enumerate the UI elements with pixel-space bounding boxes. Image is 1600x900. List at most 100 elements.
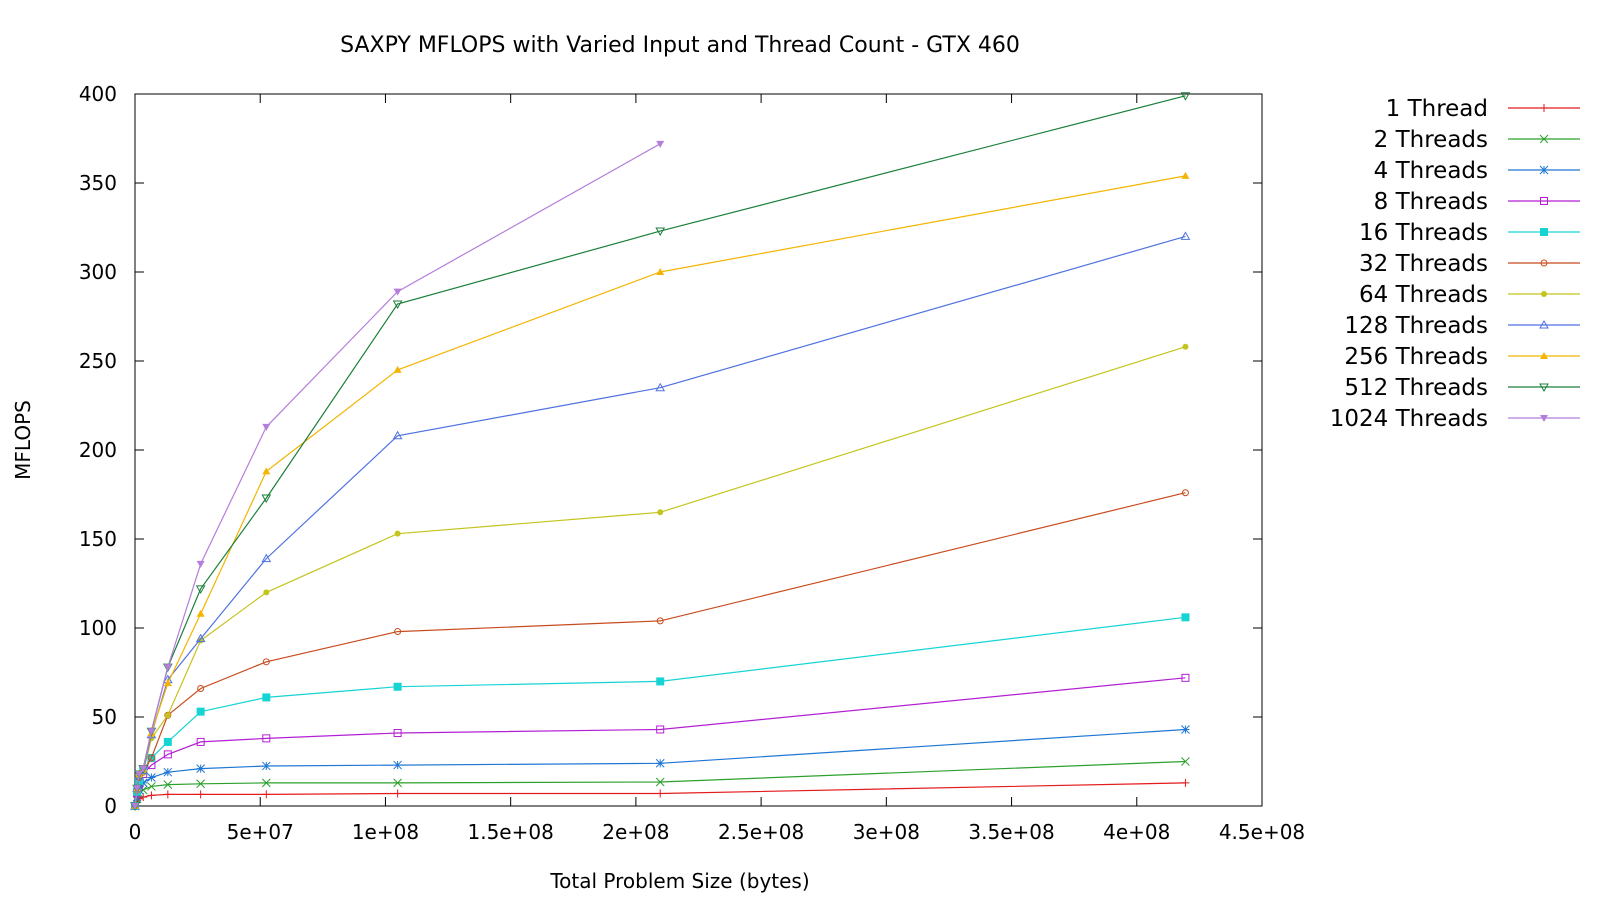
data-point	[394, 530, 401, 537]
data-point	[196, 790, 205, 799]
y-tick-label: 350	[79, 171, 117, 195]
data-point	[1540, 104, 1548, 112]
x-tick-label: 2.5e+08	[718, 820, 804, 844]
data-point	[1540, 415, 1548, 422]
x-axis-label: Total Problem Size (bytes)	[549, 869, 809, 893]
data-point	[1180, 231, 1191, 240]
x-tick-label: 4e+08	[1103, 820, 1170, 844]
data-point	[656, 268, 665, 275]
data-point	[262, 423, 271, 431]
data-point	[196, 779, 206, 789]
data-point	[147, 728, 156, 736]
series-line	[134, 235, 1186, 807]
plot-area: 0 50 100 150 200 250 300 350 400 0 5e+07 1e+08 1.5e+…	[79, 82, 1305, 844]
data-point	[1541, 291, 1547, 297]
data-point	[656, 140, 665, 148]
data-point	[164, 712, 171, 719]
series-16-threads	[131, 613, 1190, 810]
data-point	[1539, 319, 1549, 329]
y-axis-label: MFLOPS	[11, 400, 35, 480]
series-256-threads	[131, 171, 1190, 809]
data-point	[393, 682, 402, 691]
data-point	[1182, 343, 1189, 350]
legend-entry: 8 Threads	[1374, 189, 1580, 215]
data-point	[394, 628, 402, 636]
legend-entry: 128 Threads	[1344, 313, 1580, 339]
data-point	[163, 767, 173, 777]
data-point	[1181, 757, 1190, 766]
data-point	[195, 585, 206, 594]
data-point	[261, 494, 272, 504]
data-point	[147, 754, 155, 762]
legend-entry: 256 Threads	[1344, 344, 1580, 370]
data-point	[262, 467, 271, 475]
data-point	[196, 764, 206, 773]
data-point	[1540, 352, 1548, 359]
x-tick-label: 2e+08	[602, 820, 669, 844]
series-line	[134, 760, 1186, 807]
legend-label: 2 Threads	[1374, 127, 1488, 153]
legend-entry: 1 Thread	[1386, 96, 1580, 122]
series-1-thread	[131, 778, 1190, 810]
legend-label: 8 Threads	[1374, 189, 1488, 215]
x-tick-label: 3.5e+08	[968, 820, 1054, 844]
series-line	[134, 143, 661, 807]
data-point	[197, 685, 205, 693]
series-8-threads	[131, 673, 1190, 810]
data-point	[196, 560, 205, 568]
y-tick-label: 400	[79, 82, 117, 106]
data-point	[393, 729, 402, 738]
legend-label: 1 Thread	[1386, 96, 1488, 122]
data-point	[262, 658, 270, 666]
data-point	[163, 737, 172, 746]
data-point	[393, 288, 402, 296]
data-point	[196, 737, 205, 746]
series-line	[134, 677, 1186, 807]
legend-entry: 64 Threads	[1359, 282, 1580, 308]
data-point	[1540, 197, 1548, 205]
legend-entry: 4 Threads	[1374, 158, 1580, 184]
data-point	[261, 761, 271, 771]
data-point	[1180, 92, 1191, 101]
data-point	[147, 791, 156, 800]
data-point	[393, 365, 402, 373]
data-point	[133, 785, 142, 793]
y-tick-label: 150	[79, 527, 117, 551]
data-point	[656, 789, 665, 798]
legend-entry: 32 Threads	[1359, 251, 1580, 277]
data-point	[263, 589, 270, 596]
data-point	[1181, 171, 1190, 179]
x-tick-label: 0	[129, 820, 142, 844]
data-point	[1540, 259, 1548, 267]
data-point	[393, 789, 402, 798]
data-point	[196, 609, 205, 617]
legend-label: 32 Threads	[1359, 251, 1488, 277]
legend-entry: 512 Threads	[1344, 375, 1580, 401]
data-point	[392, 300, 403, 310]
plot-frame	[134, 93, 1263, 807]
data-point	[1540, 228, 1548, 236]
data-point	[131, 803, 139, 810]
data-point	[1181, 613, 1190, 622]
y-tick-label: 250	[79, 349, 117, 373]
data-point	[1181, 725, 1190, 734]
legend-label: 4 Threads	[1374, 158, 1488, 184]
y-tick-label: 50	[92, 705, 117, 729]
legend-label: 512 Threads	[1344, 375, 1488, 401]
legend-entry: 1024 Threads	[1330, 406, 1580, 432]
data-point	[655, 227, 666, 237]
data-point	[138, 778, 148, 788]
data-point	[163, 780, 173, 789]
data-point	[393, 778, 402, 788]
x-tick-label: 1.5e+08	[468, 820, 554, 844]
data-point	[656, 725, 665, 734]
data-point	[147, 782, 156, 791]
data-point	[657, 509, 664, 516]
series-line	[134, 492, 1186, 807]
chart-title: SAXPY MFLOPS with Varied Input and Threa…	[340, 33, 1020, 58]
data-point	[1539, 383, 1549, 393]
legend-label: 1024 Threads	[1330, 406, 1488, 432]
y-tick-label: 300	[79, 260, 117, 284]
